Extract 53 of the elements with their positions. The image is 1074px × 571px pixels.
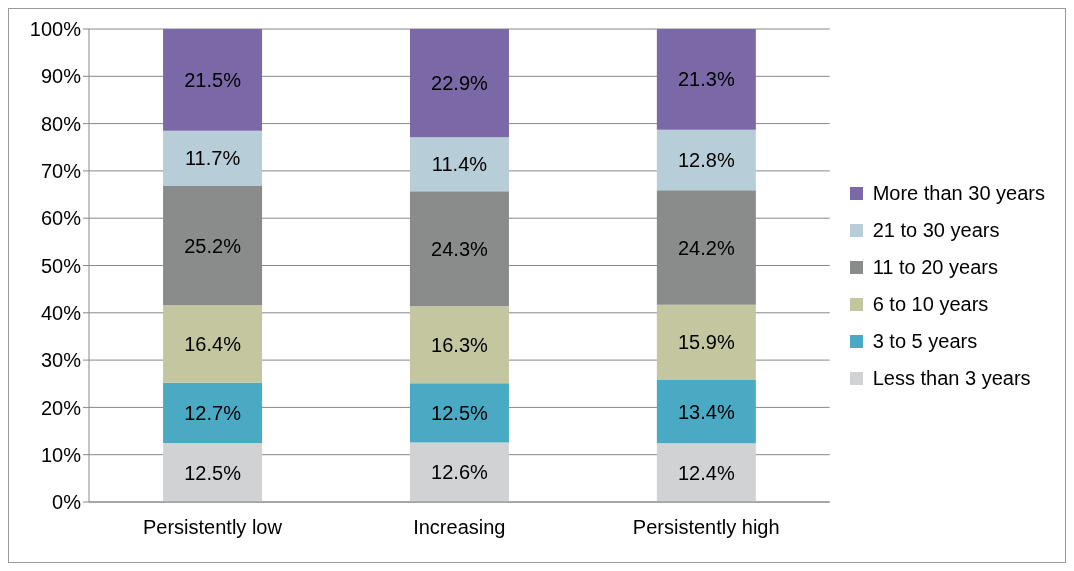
data-label: 12.5% — [431, 401, 489, 424]
bar — [409, 306, 509, 384]
y-tick-label: 90% — [40, 65, 82, 88]
legend-label: 11 to 20 years — [871, 255, 999, 279]
data-label: 24.3% — [431, 237, 489, 260]
data-label: 15.9% — [677, 331, 735, 354]
legend-label: 6 to 10 years — [871, 292, 990, 316]
data-label: 21.3% — [677, 68, 735, 91]
y-tick-label: 10% — [40, 443, 82, 466]
bar — [163, 29, 263, 131]
data-label: 21.5% — [184, 68, 242, 91]
y-tick-label: 40% — [40, 301, 82, 324]
data-label: 22.9% — [431, 72, 489, 95]
bar — [656, 129, 756, 191]
y-tick-label: 50% — [40, 254, 82, 277]
y-tick-label: 80% — [40, 112, 82, 135]
data-label: 12.4% — [677, 461, 735, 484]
data-label: 16.3% — [431, 333, 489, 356]
bar — [163, 382, 263, 443]
y-tick-label: 60% — [40, 207, 82, 230]
data-label: 24.2% — [677, 236, 735, 259]
legend-label: 3 to 5 years — [871, 329, 979, 353]
bar — [656, 443, 756, 502]
bar — [163, 442, 263, 502]
data-label: 12.7% — [184, 401, 242, 424]
bar — [163, 130, 263, 187]
bar — [409, 383, 509, 443]
bar — [656, 304, 756, 380]
x-tick-label: Increasing — [413, 516, 506, 539]
data-label: 12.8% — [677, 149, 735, 172]
bar — [656, 29, 756, 130]
y-tick-label: 70% — [40, 160, 82, 182]
data-label: 11.7% — [184, 147, 241, 170]
y-tick-label: 0% — [52, 491, 82, 514]
x-tick-label: Persistently low — [142, 516, 283, 539]
legend-label: Less than 3 years — [871, 366, 1032, 390]
y-tick-label: 30% — [40, 349, 82, 372]
bar — [409, 137, 509, 192]
data-label: 25.2% — [184, 234, 242, 257]
data-label: 16.4% — [184, 333, 242, 356]
bar — [163, 305, 263, 383]
y-tick-label: 100% — [29, 18, 82, 41]
bar — [409, 442, 509, 502]
legend-label: More than 30 years — [871, 181, 1045, 205]
bar — [409, 29, 509, 138]
data-label: 12.5% — [184, 461, 242, 484]
y-tick-label: 20% — [40, 396, 82, 419]
x-tick-label: Persistently high — [632, 516, 780, 539]
data-label: 12.6% — [431, 461, 489, 484]
data-label: 13.4% — [677, 400, 735, 423]
data-label: 11.4% — [431, 153, 488, 176]
legend-label: 21 to 30 years — [871, 218, 1001, 242]
bar — [656, 379, 756, 444]
